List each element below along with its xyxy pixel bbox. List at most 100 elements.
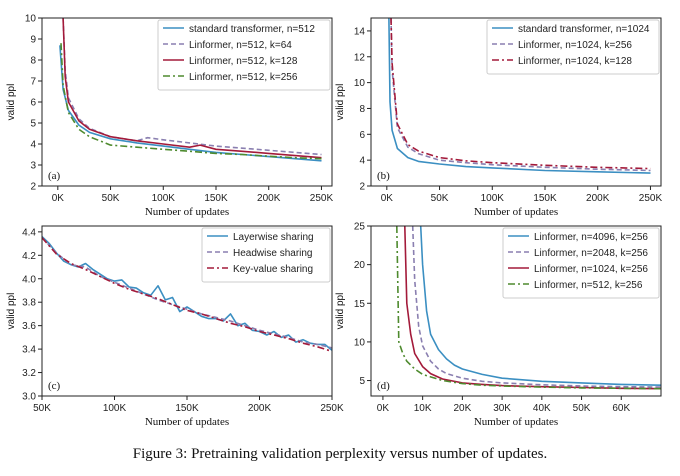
series-line-3 bbox=[42, 237, 332, 353]
x-tick-label: 0K bbox=[377, 403, 390, 414]
legend-box bbox=[157, 19, 331, 91]
legend-entry: Linformer, n=512, k=64 bbox=[189, 40, 292, 51]
legend: standard transformer, n=512 Linformer, n=… bbox=[157, 19, 331, 91]
panel-label: (d) bbox=[377, 380, 390, 392]
y-tick-label: 7 bbox=[30, 77, 36, 88]
panel-label: (b) bbox=[377, 170, 390, 182]
x-tick-label: 0K bbox=[52, 193, 65, 204]
y-axis-label: valid ppl bbox=[6, 293, 17, 330]
legend-entry: Linformer, n=1024, k=256 bbox=[534, 264, 648, 275]
y-tick-label: 3.8 bbox=[22, 298, 36, 309]
x-tick-label: 100K bbox=[152, 193, 176, 204]
y-tick-label: 3.6 bbox=[22, 321, 36, 332]
y-tick-label: 4.4 bbox=[22, 227, 36, 238]
x-tick-label: 150K bbox=[175, 403, 199, 414]
panel-label: (c) bbox=[48, 380, 61, 392]
legend-entry: Linformer, n=1024, k=128 bbox=[518, 56, 632, 67]
legend-entry: standard transformer, n=512 bbox=[189, 24, 315, 35]
legend: Linformer, n=4096, k=256 Linformer, n=204… bbox=[502, 227, 660, 299]
legend-box bbox=[201, 227, 331, 283]
y-axis-label: valid ppl bbox=[335, 293, 346, 330]
y-tick-label: 6 bbox=[30, 98, 36, 109]
x-tick-label: 30K bbox=[493, 403, 511, 414]
y-tick-label: 4.0 bbox=[22, 274, 36, 285]
plot-frame bbox=[41, 17, 333, 187]
x-tick-label: 100K bbox=[103, 403, 127, 414]
y-tick-label: 3 bbox=[30, 161, 36, 172]
legend-entry: Layerwise sharing bbox=[233, 232, 314, 243]
legend-box bbox=[502, 227, 660, 299]
x-tick-label: 20K bbox=[453, 403, 471, 414]
y-tick-label: 5 bbox=[359, 376, 365, 387]
y-tick-label: 9 bbox=[30, 35, 36, 46]
x-tick-label: 200K bbox=[248, 403, 272, 414]
series-line-3 bbox=[390, 18, 651, 170]
x-tick-label: 250K bbox=[639, 193, 663, 204]
legend-entry: Headwise sharing bbox=[233, 248, 313, 259]
x-tick-label: 150K bbox=[204, 193, 228, 204]
y-tick-label: 10 bbox=[354, 78, 366, 89]
legend-entry: Key-value sharing bbox=[233, 264, 313, 275]
y-tick-label: 8 bbox=[359, 104, 365, 115]
x-tick-label: 200K bbox=[586, 193, 610, 204]
x-tick-label: 150K bbox=[533, 193, 557, 204]
x-tick-label: 50K bbox=[102, 193, 120, 204]
y-tick-label: 20 bbox=[354, 260, 366, 271]
y-tick-label: 15 bbox=[354, 299, 366, 310]
y-tick-label: 3.2 bbox=[22, 368, 36, 379]
chart-panel-4: 0K 10K 20K 30K 40K 50K 60K 5 10 15 20 25 Number of u… bbox=[335, 222, 662, 428]
x-tick-label: 60K bbox=[612, 403, 630, 414]
x-tick-label: 200K bbox=[257, 193, 281, 204]
y-tick-label: 25 bbox=[354, 222, 366, 233]
legend-entry: standard transformer, n=1024 bbox=[518, 24, 650, 35]
legend-entry: Linformer, n=512, k=256 bbox=[189, 72, 298, 83]
y-tick-label: 4.2 bbox=[22, 251, 36, 262]
plot-frame bbox=[370, 225, 662, 397]
legend-entry: Linformer, n=512, k=128 bbox=[189, 56, 298, 67]
x-tick-label: 50K bbox=[33, 403, 51, 414]
y-tick-label: 5 bbox=[30, 119, 36, 130]
legend: standard transformer, n=1024 Linformer, n… bbox=[486, 19, 660, 75]
x-tick-label: 250K bbox=[320, 403, 344, 414]
y-tick-label: 4 bbox=[30, 140, 36, 151]
series-line-1 bbox=[419, 226, 661, 386]
plot-frame bbox=[370, 17, 662, 187]
y-tick-label: 2 bbox=[359, 182, 365, 193]
y-tick-label: 4 bbox=[359, 156, 365, 167]
series-line-3 bbox=[62, 18, 322, 159]
legend-entry: Linformer, n=512, k=256 bbox=[534, 280, 643, 291]
legend: Layerwise sharing Headwise sharing Key-val… bbox=[201, 227, 331, 283]
y-tick-label: 14 bbox=[354, 26, 366, 37]
series-line-1 bbox=[59, 45, 322, 162]
chart-panel-1: 0K 50K 100K 150K 200K 250K 2 3 4 5 6 7 8 9 10 Number of… bbox=[6, 14, 333, 219]
legend-entry: Linformer, n=4096, k=256 bbox=[534, 232, 648, 243]
figure-caption: Figure 3: Pretraining validation perplex… bbox=[132, 446, 548, 462]
x-tick-label: 10K bbox=[414, 403, 432, 414]
x-tick-label: 250K bbox=[310, 193, 334, 204]
series-line-4 bbox=[396, 226, 661, 390]
y-tick-label: 12 bbox=[354, 52, 366, 63]
series-line-2 bbox=[42, 237, 332, 349]
x-tick-label: 100K bbox=[481, 193, 505, 204]
x-tick-label: 50K bbox=[431, 193, 449, 204]
y-tick-label: 10 bbox=[25, 14, 37, 25]
x-tick-label: 40K bbox=[533, 403, 551, 414]
x-axis-label: Number of updates bbox=[145, 416, 229, 428]
y-axis-label: valid ppl bbox=[335, 84, 346, 121]
legend-entry: Linformer, n=2048, k=256 bbox=[534, 248, 648, 259]
y-tick-label: 2 bbox=[30, 182, 36, 193]
chart-panel-2: 0K 50K 100K 150K 200K 250K 2 4 6 8 10 12 14 Number of… bbox=[335, 17, 663, 218]
panel-label: (a) bbox=[48, 170, 61, 182]
x-tick-label: 50K bbox=[573, 403, 591, 414]
legend-box bbox=[486, 19, 660, 75]
x-axis-label: Number of updates bbox=[474, 416, 558, 428]
x-tick-label: 0K bbox=[381, 193, 394, 204]
series-line-2 bbox=[62, 18, 322, 156]
x-axis-label: Number of updates bbox=[145, 206, 229, 218]
chart-panel-3: 50K 100K 150K 200K 250K 3.0 3.2 3.4 3.6 3.8 4.0 4.2… bbox=[6, 225, 344, 428]
y-tick-label: 8 bbox=[30, 56, 36, 67]
plot-frame bbox=[41, 225, 333, 397]
y-tick-label: 6 bbox=[359, 130, 365, 141]
y-tick-label: 3.0 bbox=[22, 392, 36, 403]
